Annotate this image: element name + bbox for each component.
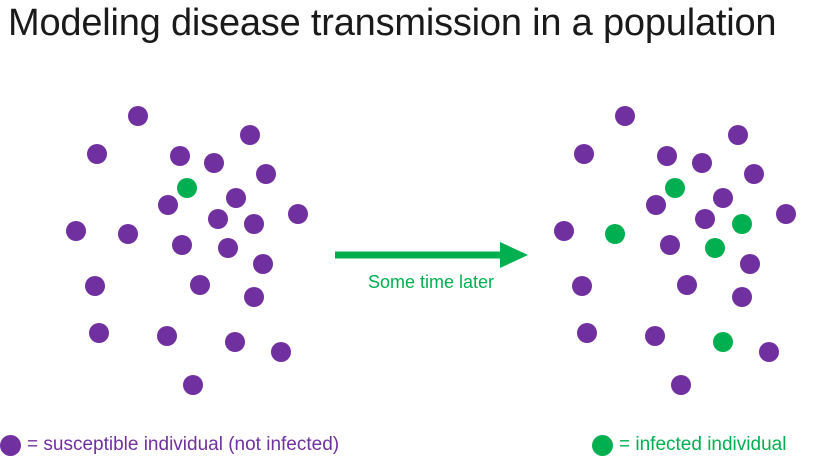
before-susceptible-individual — [226, 188, 246, 208]
before-susceptible-individual — [253, 254, 273, 274]
before-susceptible-individual — [225, 332, 245, 352]
before-susceptible-individual — [118, 224, 138, 244]
before-susceptible-individual — [244, 214, 264, 234]
arrow-head — [500, 242, 528, 268]
before-susceptible-individual — [158, 195, 178, 215]
legend-infected: = infected individual — [592, 432, 786, 458]
after-susceptible-individual — [577, 323, 597, 343]
before-susceptible-individual — [256, 164, 276, 184]
after-infected-individual — [705, 238, 725, 258]
arrow-caption: Some time later — [367, 272, 495, 292]
after-infected-individual — [605, 224, 625, 244]
before-susceptible-individual — [190, 275, 210, 295]
before-susceptible-individual — [89, 323, 109, 343]
after-susceptible-individual — [677, 275, 697, 295]
after-infected-individual — [665, 178, 685, 198]
before-susceptible-individual — [66, 221, 86, 241]
after-susceptible-individual — [713, 188, 733, 208]
before-susceptible-individual — [170, 146, 190, 166]
after-susceptible-individual — [572, 276, 592, 296]
before-susceptible-individual — [87, 144, 107, 164]
after-susceptible-individual — [645, 326, 665, 346]
after-susceptible-individual — [692, 153, 712, 173]
after-susceptible-individual — [695, 209, 715, 229]
before-susceptible-individual — [288, 204, 308, 224]
before-susceptible-individual — [218, 238, 238, 258]
before-susceptible-individual — [208, 209, 228, 229]
after-susceptible-individual — [646, 195, 666, 215]
after-infected-individual — [713, 332, 733, 352]
page-title: Modeling disease transmission in a popul… — [8, 2, 777, 44]
legend-infected-label: = infected individual — [619, 434, 787, 455]
before-susceptible-individual — [157, 326, 177, 346]
after-susceptible-individual — [732, 287, 752, 307]
after-susceptible-individual — [744, 164, 764, 184]
before-infected-individual — [177, 178, 197, 198]
after-susceptible-individual — [671, 375, 691, 395]
before-susceptible-individual — [85, 276, 105, 296]
before-susceptible-individual — [172, 235, 192, 255]
after-susceptible-individual — [728, 125, 748, 145]
after-susceptible-individual — [574, 144, 594, 164]
before-susceptible-individual — [204, 153, 224, 173]
after-susceptible-individual — [660, 235, 680, 255]
susceptible-dot-icon — [0, 434, 21, 456]
before-susceptible-individual — [244, 287, 264, 307]
after-susceptible-individual — [740, 254, 760, 274]
after-infected-individual — [732, 214, 752, 234]
before-susceptible-individual — [240, 125, 260, 145]
infected-dot-icon — [592, 434, 613, 456]
after-susceptible-individual — [657, 146, 677, 166]
before-susceptible-individual — [271, 342, 291, 362]
legend-susceptible-label: = susceptible individual (not infected) — [27, 434, 340, 455]
after-susceptible-individual — [615, 106, 635, 126]
after-susceptible-individual — [776, 204, 796, 224]
population-after — [554, 106, 796, 395]
before-susceptible-individual — [183, 375, 203, 395]
legend-susceptible: = susceptible individual (not infected) — [0, 432, 339, 458]
after-susceptible-individual — [759, 342, 779, 362]
time-arrow — [335, 242, 528, 268]
population-before — [66, 106, 308, 395]
before-susceptible-individual — [128, 106, 148, 126]
after-susceptible-individual — [554, 221, 574, 241]
